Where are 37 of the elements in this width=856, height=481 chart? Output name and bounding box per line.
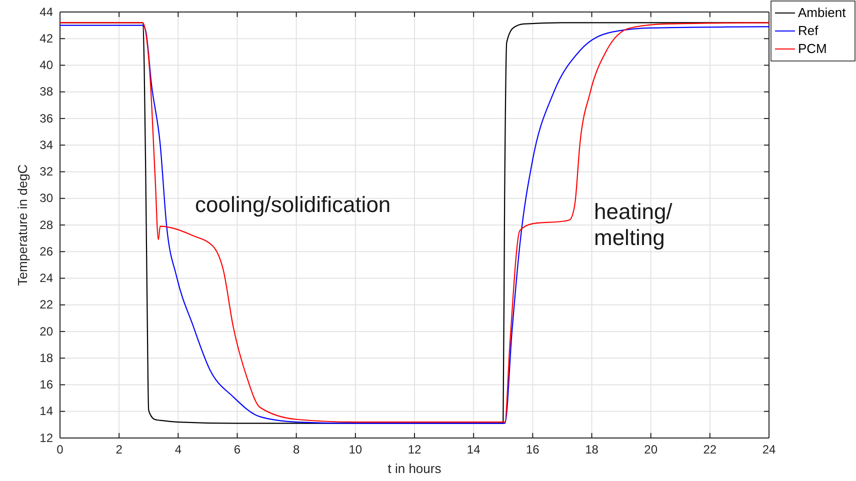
x-tick-label: 20 (644, 442, 658, 457)
y-tick-label: 32 (40, 164, 54, 179)
legend-label: PCM (798, 41, 827, 56)
annotation: cooling/solidification (195, 192, 391, 217)
y-tick-label: 26 (40, 244, 54, 258)
x-tick-label: 22 (703, 442, 717, 457)
y-tick-label: 42 (40, 31, 54, 46)
y-tick-label: 30 (40, 191, 54, 206)
x-tick-label: 24 (762, 442, 776, 457)
legend-label: Ref (798, 23, 819, 38)
y-tick-label: 20 (40, 324, 54, 338)
annotation: heating/ melting (594, 199, 674, 250)
y-tick-label: 14 (40, 404, 54, 418)
legend-label: Ambient (798, 5, 846, 20)
y-tick-label: 40 (40, 58, 54, 72)
x-axis-title: t in hours (388, 461, 442, 476)
y-axis-title: Temperature in degC (15, 164, 30, 286)
y-tick-label: 36 (40, 111, 54, 126)
x-tick-label: 2 (116, 442, 123, 457)
x-tick-label: 4 (174, 442, 182, 457)
y-tick-label: 34 (40, 138, 54, 152)
x-tick-label: 6 (234, 442, 241, 457)
x-tick-label: 16 (526, 442, 540, 457)
y-tick-label: 16 (40, 378, 54, 392)
y-tick-label: 22 (40, 298, 54, 312)
y-tick-label: 24 (40, 271, 54, 286)
x-tick-label: 12 (408, 442, 422, 457)
x-tick-label: 8 (292, 442, 300, 457)
y-tick-label: 28 (40, 218, 54, 232)
x-tick-label: 10 (348, 442, 362, 457)
y-tick-label: 38 (40, 84, 54, 99)
x-tick-label: 0 (56, 442, 64, 457)
y-tick-label: 18 (40, 350, 54, 365)
x-tick-label: 18 (585, 442, 599, 457)
y-tick-label: 12 (40, 430, 54, 445)
y-tick-label: 44 (40, 4, 54, 19)
x-tick-label: 14 (466, 442, 481, 457)
